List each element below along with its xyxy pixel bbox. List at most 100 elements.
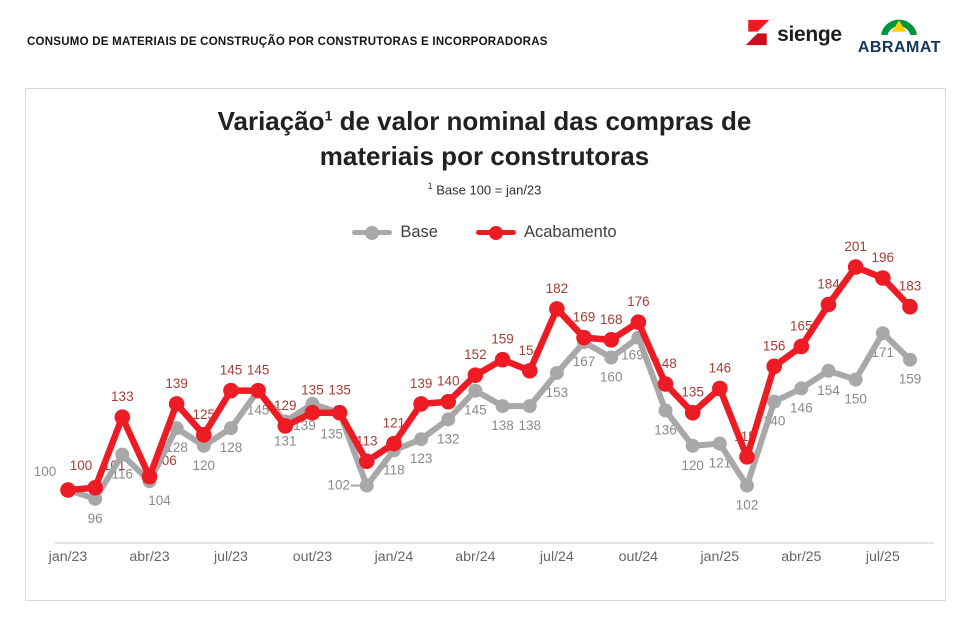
data-point-acabamento	[114, 409, 131, 425]
x-tick-label: out/23	[293, 549, 333, 565]
data-label-acabamento: 139	[410, 376, 433, 391]
chart-title-footnote-mark: 1	[324, 107, 333, 124]
data-point-acabamento	[712, 380, 728, 397]
data-point-acabamento	[820, 296, 837, 313]
data-label-acabamento: 182	[546, 281, 569, 296]
logo-group: sienge ABRAMAT	[744, 10, 941, 57]
abramat-arch-icon	[879, 10, 919, 40]
data-point-acabamento	[250, 382, 266, 399]
data-point-acabamento	[168, 396, 185, 412]
data-point-acabamento	[576, 329, 592, 346]
data-label-base: 171	[872, 345, 895, 360]
data-label-base: 104	[148, 493, 171, 508]
data-point-base	[522, 399, 537, 414]
data-label-base: 154	[817, 383, 840, 398]
data-point-acabamento	[277, 418, 294, 434]
x-tick-label: out/24	[619, 549, 659, 565]
legend-label-acabamento: Acabamento	[523, 223, 617, 241]
data-point-base	[848, 372, 863, 387]
legend-marker-base	[352, 225, 393, 240]
chart-title-rest: de valor nominal das compras de	[332, 106, 752, 136]
data-point-base	[359, 478, 374, 493]
data-point-base	[740, 478, 754, 493]
data-label-base: 167	[573, 354, 596, 369]
sienge-logo: sienge	[744, 19, 842, 57]
data-label-acabamento: 125	[193, 407, 216, 422]
sienge-logo-icon	[744, 19, 771, 51]
data-label-acabamento: 100	[70, 458, 93, 473]
data-point-acabamento	[847, 259, 864, 275]
chart-title: Variação1 de valor nominal das compras d…	[0, 104, 969, 174]
data-label-base: 131	[274, 434, 297, 449]
data-point-acabamento	[766, 358, 782, 375]
legend-item-base[interactable]: Base	[352, 223, 438, 242]
data-label-base: 138	[491, 418, 514, 433]
data-point-acabamento	[902, 298, 918, 315]
data-point-acabamento	[521, 362, 538, 379]
data-point-acabamento	[304, 404, 321, 421]
data-point-base	[902, 352, 917, 367]
data-label-acabamento: 121	[383, 416, 406, 431]
data-point-acabamento	[684, 404, 701, 421]
data-label-acabamento: 156	[763, 338, 786, 353]
x-tick-label: abr/23	[129, 549, 169, 565]
abramat-logo-text: ABRAMAT	[857, 39, 941, 56]
report-header-title: CONSUMO DE MATERIAIS DE CONSTRUÇÃO POR C…	[27, 36, 548, 48]
data-label-acabamento: 140	[437, 374, 460, 389]
data-label-acabamento: 152	[464, 347, 487, 362]
data-label-acabamento: 168	[600, 312, 623, 327]
data-label-base: 145	[464, 403, 487, 418]
data-point-base	[441, 412, 456, 427]
data-label-base: 120	[193, 458, 216, 473]
subtitle-text: Base 100 = jan/23	[432, 182, 542, 198]
data-label-acabamento: 196	[872, 250, 895, 265]
chart-legend: Base Acabamento	[0, 223, 969, 242]
data-label-base: 118	[383, 462, 405, 477]
chart-title-line2: materiais por construtoras	[319, 141, 650, 172]
data-point-acabamento	[141, 468, 158, 485]
x-tick-label: abr/24	[455, 549, 495, 565]
legend-marker-acabamento	[475, 225, 516, 240]
data-point-acabamento	[657, 376, 674, 392]
data-label-base: 120	[681, 458, 704, 473]
data-label-acabamento: 139	[165, 376, 188, 391]
data-point-acabamento	[549, 301, 565, 317]
data-point-acabamento	[494, 351, 511, 368]
data-label-acabamento: 165	[790, 318, 813, 333]
data-point-acabamento	[793, 338, 810, 355]
data-label-base: 100	[34, 464, 57, 479]
data-point-base	[794, 381, 809, 396]
data-label-acabamento: 135	[301, 383, 324, 398]
data-point-base	[712, 436, 727, 451]
data-label-acabamento: 145	[220, 363, 243, 378]
data-label-acabamento: 145	[247, 363, 270, 378]
data-label-base: 123	[410, 451, 433, 466]
data-label-base: 96	[88, 511, 103, 526]
x-tick-label: jul/24	[539, 549, 574, 565]
data-label-acabamento: 169	[573, 310, 596, 325]
data-point-base	[196, 438, 211, 453]
data-point-acabamento	[223, 382, 239, 399]
legend-item-acabamento[interactable]: Acabamento	[475, 223, 617, 242]
series-line-acabamento	[64, 263, 914, 494]
data-label-base: 159	[899, 372, 922, 387]
data-label-base: 138	[518, 418, 541, 433]
data-label-base: 135	[320, 427, 343, 442]
data-point-base	[821, 363, 836, 378]
abramat-logo: ABRAMAT	[858, 10, 941, 57]
data-label-base: 102	[736, 498, 759, 513]
data-label-base: 145	[247, 403, 270, 418]
data-label-acabamento: 146	[709, 360, 732, 375]
data-label-base: 169	[621, 348, 644, 363]
data-point-base	[414, 432, 429, 447]
data-label-acabamento: 183	[899, 279, 922, 294]
data-point-acabamento	[60, 482, 76, 498]
data-point-acabamento	[603, 332, 619, 348]
data-point-base	[223, 421, 238, 436]
data-label-acabamento: 135	[328, 383, 351, 398]
sienge-logo-text: sienge	[777, 23, 842, 46]
data-point-acabamento	[331, 404, 348, 421]
data-point-base	[658, 403, 673, 418]
data-point-acabamento	[386, 435, 402, 452]
data-point-base	[88, 491, 103, 506]
